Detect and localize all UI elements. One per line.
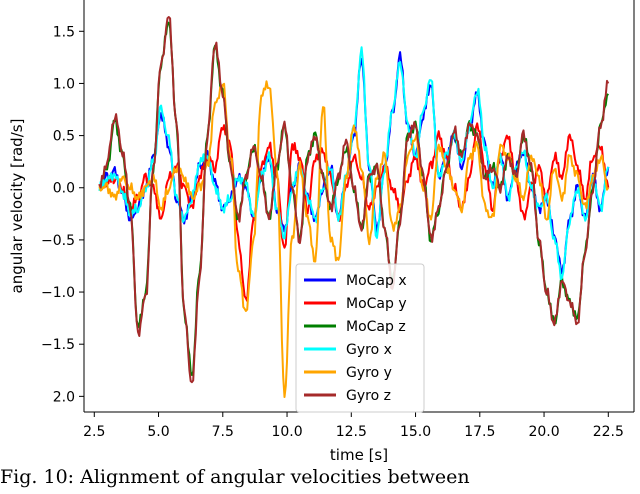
angular-velocity-chart: 2.5 5.0 7.5 10.0 12.5 15.0 17.5 20.0 22.5 1.5 1.0 0… — [8, 0, 635, 464]
y-axis-label: angular velocity [rad/s] — [8, 119, 26, 294]
x-axis-label: time [s] — [330, 446, 388, 464]
y-tick-label: 1.0 — [53, 76, 75, 92]
axes: 2.5 5.0 7.5 10.0 12.5 15.0 17.5 20.0 22.5 1.5 1.0 0… — [8, 0, 635, 464]
legend-label: Gyro z — [346, 388, 391, 404]
legend-label: MoCap z — [346, 319, 406, 335]
legend-box — [295, 263, 425, 413]
x-tick-label: 12.5 — [336, 424, 367, 440]
y-tick-label: 1.5 — [53, 24, 75, 40]
series-line-gyro-y — [98, 80, 610, 398]
legend-label: Gyro y — [346, 365, 392, 381]
x-tick-label: 7.5 — [212, 424, 234, 440]
y-tick-label: 0.0 — [53, 181, 75, 197]
legend-label: Gyro x — [346, 342, 392, 358]
y-tick-label: −0.5 — [41, 233, 75, 249]
legend-label: MoCap y — [346, 296, 407, 312]
plot-area — [98, 16, 610, 398]
x-tick-label: 17.5 — [464, 424, 495, 440]
legend: MoCap x MoCap y MoCap z Gyro x Gyro y Gyro z — [295, 263, 425, 413]
y-tick-label: 0.5 — [53, 129, 75, 145]
x-tick-label: 15.0 — [400, 424, 431, 440]
x-tick-label: 22.5 — [593, 424, 624, 440]
series-line-gyro-z — [98, 16, 610, 384]
y-tick-label: 2.0 — [53, 389, 75, 405]
legend-label: MoCap x — [346, 273, 407, 289]
y-tick-label: −1.5 — [41, 337, 75, 353]
x-tick-label: 5.0 — [147, 424, 169, 440]
series-line-mocap-y — [98, 122, 610, 302]
x-tick-label: 20.0 — [528, 424, 559, 440]
figure-caption: Fig. 10: Alignment of angular velocities… — [0, 466, 470, 488]
y-tick-label: −1.0 — [41, 285, 75, 301]
x-tick-label: 10.0 — [271, 424, 302, 440]
x-tick-label: 2.5 — [83, 424, 105, 440]
series-line-mocap-x — [99, 51, 610, 275]
